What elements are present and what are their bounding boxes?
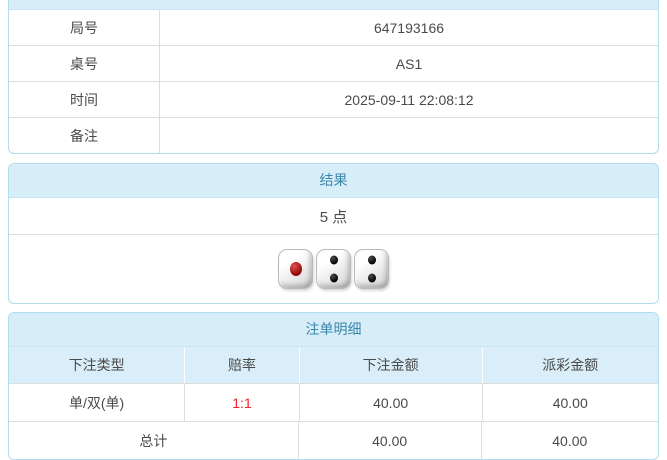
bet-table-header-row: 下注类型 赔率 下注金额 派彩金额 xyxy=(9,347,658,383)
round-id-value: 647193166 xyxy=(373,19,445,36)
die-face-2 xyxy=(354,249,389,289)
dice-row xyxy=(9,235,658,303)
table-row: 桌号 AS1 xyxy=(9,45,658,81)
die-face-1 xyxy=(278,249,313,289)
die-pip xyxy=(329,273,338,283)
result-points: 5 点 xyxy=(9,198,658,235)
table-row: 局号 647193166 xyxy=(9,10,658,45)
bet-type-cell: 单/双(单) xyxy=(9,384,186,421)
round-id-label: 局号 xyxy=(9,10,160,45)
odds-cell: 1:1 xyxy=(185,384,300,421)
result-panel-title: 结果 xyxy=(9,164,658,198)
table-row: 时间 2025-09-11 22:08:12 xyxy=(9,81,658,117)
bet-amount-cell: 40.00 xyxy=(300,384,483,421)
die-pip xyxy=(329,255,338,265)
table-id-label: 桌号 xyxy=(9,46,160,81)
total-row: 总计 40.00 40.00 xyxy=(9,421,658,459)
remark-label: 备注 xyxy=(9,118,160,153)
table-row: 单/双(单) 1:1 40.00 40.00 xyxy=(9,383,658,421)
bet-details-panel: 注单明细 下注类型 赔率 下注金额 派彩金额 单/双(单) 1:1 40.00 … xyxy=(8,312,659,460)
bet-table-body: 单/双(单) 1:1 40.00 40.00 总计 40.00 40.00 xyxy=(9,383,658,459)
table-row: 备注 xyxy=(9,117,658,153)
payout-amount-cell: 40.00 xyxy=(552,394,588,411)
die-pip xyxy=(367,273,376,283)
col-payout-amount: 派彩金额 xyxy=(542,357,599,373)
time-label: 时间 xyxy=(9,82,160,117)
col-bet-amount: 下注金额 xyxy=(300,347,483,383)
die-pip xyxy=(289,262,302,276)
col-odds: 赔率 xyxy=(185,347,300,383)
bet-details-title: 注单明细 xyxy=(9,313,658,347)
time-value: 2025-09-11 22:08:12 xyxy=(344,91,474,108)
die-face-2 xyxy=(316,249,351,289)
game-info-heading-cut xyxy=(9,0,658,10)
game-info-panel: 局号 647193166 桌号 AS1 时间 2025-09-11 22:08:… xyxy=(8,0,659,154)
col-bet-type: 下注类型 xyxy=(9,347,186,383)
remark-value xyxy=(160,118,658,153)
total-label: 总计 xyxy=(9,422,299,459)
total-payout-amount: 40.00 xyxy=(552,432,588,449)
result-panel: 结果 5 点 xyxy=(8,163,659,304)
table-id-value: AS1 xyxy=(395,55,423,72)
die-pip xyxy=(367,255,376,265)
total-bet-amount: 40.00 xyxy=(299,422,482,459)
